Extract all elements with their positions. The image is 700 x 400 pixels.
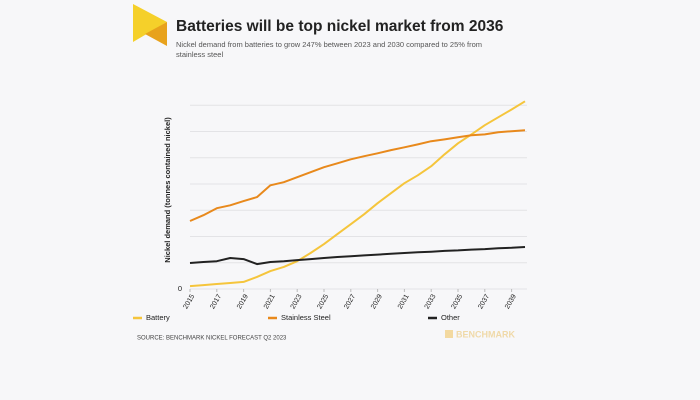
x-tick-label: 2027 xyxy=(343,293,357,310)
logo xyxy=(133,4,167,46)
x-tick-label: 2017 xyxy=(209,293,223,310)
y-axis-label: Nickel demand (tonnes contained nickel) xyxy=(163,117,172,263)
logo-shape xyxy=(133,4,167,42)
chart-title: Batteries will be top nickel market from… xyxy=(176,18,504,35)
logo-shape xyxy=(145,22,167,46)
legend-label: Battery xyxy=(146,313,170,322)
x-tick-label: 2025 xyxy=(316,293,330,310)
x-tick-label: 2037 xyxy=(477,293,491,310)
x-tick-label: 2029 xyxy=(370,293,384,310)
x-tick-label: 2015 xyxy=(182,293,196,310)
legend-label: Stainless Steel xyxy=(281,313,331,322)
series-line xyxy=(189,246,526,266)
x-tick-label: 2023 xyxy=(290,293,304,310)
series-line xyxy=(189,129,526,222)
brand-name: BENCHMARK xyxy=(456,329,515,339)
legend-label: Other xyxy=(441,313,460,322)
x-tick-label: 2033 xyxy=(424,293,438,310)
x-tick-label: 2035 xyxy=(450,293,464,310)
brand-logo: BENCHMARK xyxy=(445,329,515,339)
subtitle: stainless steel xyxy=(176,50,223,59)
brand-icon xyxy=(445,330,453,338)
x-tick-label: 2039 xyxy=(504,293,518,310)
y-tick-label: 0 xyxy=(178,284,182,293)
source: SOURCE: BENCHMARK NICKEL FORECAST Q2 202… xyxy=(137,336,287,342)
x-tick-label: 2021 xyxy=(263,293,277,310)
x-tick-label: 2019 xyxy=(236,293,250,310)
subtitle: Nickel demand from batteries to grow 247… xyxy=(176,40,482,49)
x-tick-label: 2031 xyxy=(397,293,411,310)
